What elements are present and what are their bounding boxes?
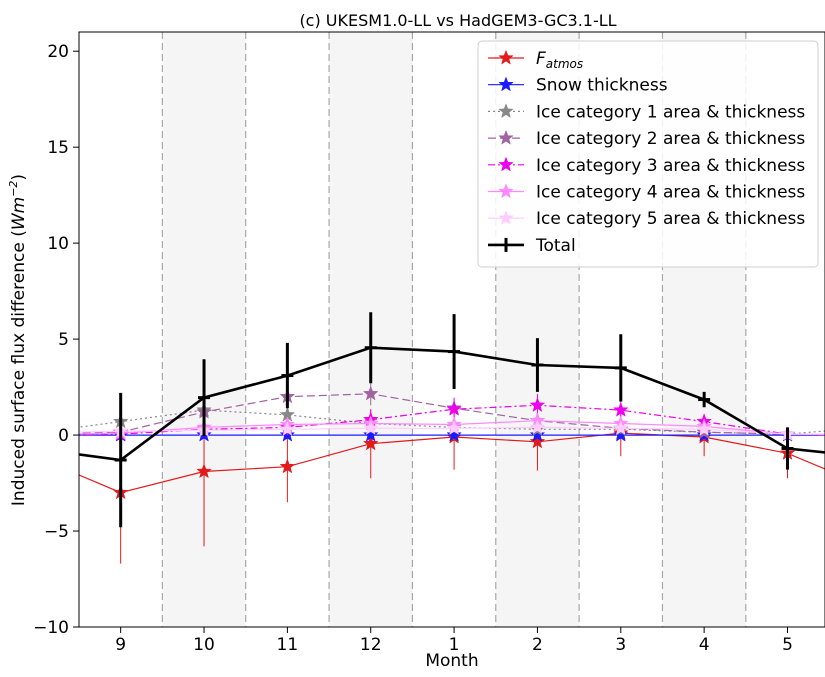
y-axis-label: Induced surface flux difference (Wm−2) xyxy=(7,174,29,506)
legend-label-1: Snow thickness xyxy=(536,76,668,96)
legend-marker-4 xyxy=(498,156,514,172)
x-tick-label: 4 xyxy=(699,635,710,655)
series-layer xyxy=(79,312,825,564)
y-axis: −10 −5 0 5 10 15 20 xyxy=(33,42,79,638)
y-tick-label: 0 xyxy=(58,426,69,446)
y-tick-label: 10 xyxy=(47,234,69,254)
x-axis: 9 10 11 12 1 2 3 4 5 xyxy=(115,627,793,655)
data-point xyxy=(362,420,379,435)
data-point xyxy=(362,385,379,401)
legend-marker-5 xyxy=(498,183,514,199)
legend-box xyxy=(477,40,819,268)
x-axis-label: Month xyxy=(425,651,478,671)
axes-frame xyxy=(78,31,825,628)
data-point xyxy=(529,397,546,412)
y-tick-label: −5 xyxy=(44,522,69,542)
data-point xyxy=(279,421,296,436)
data-point xyxy=(362,426,379,442)
y-tick-label: 20 xyxy=(47,42,69,62)
legend-marker-0 xyxy=(498,49,514,65)
data-point xyxy=(279,458,296,474)
data-point xyxy=(529,426,546,442)
x-tick-label: 9 xyxy=(115,635,126,655)
data-point xyxy=(696,421,712,436)
legend-label-subscript: atmos xyxy=(546,57,583,71)
data-point xyxy=(613,401,629,417)
data-point xyxy=(446,400,462,416)
data-point xyxy=(613,426,629,442)
data-point xyxy=(362,435,379,451)
data-point xyxy=(613,420,629,435)
x-tick-label: 2 xyxy=(532,635,543,655)
legend-label-0: Fatmos xyxy=(536,49,583,71)
y-axis-label-close: ) xyxy=(9,174,29,181)
data-point xyxy=(529,419,546,435)
plot-series-area xyxy=(79,312,825,564)
data-point xyxy=(446,426,462,442)
x-tick-label: 3 xyxy=(615,635,626,655)
y-tick-label: 15 xyxy=(47,138,69,158)
data-point xyxy=(196,463,212,479)
legend-label-5: Ice category 4 area & thickness xyxy=(536,183,805,203)
legend-label-6: Ice category 5 area & thickness xyxy=(536,209,805,229)
y-axis-label-exponent: −2 xyxy=(7,181,20,197)
legend-marker-3 xyxy=(498,129,514,145)
legend-marker-2 xyxy=(498,103,514,119)
y-axis-label-main: Induced surface flux difference ( xyxy=(9,230,29,506)
x-tick-label: 1 xyxy=(449,635,460,655)
y-tick-label: −10 xyxy=(33,618,69,638)
y-axis-label-unit: Wm xyxy=(9,197,29,230)
x-tick-label: 11 xyxy=(277,635,299,655)
legend-label-main: F xyxy=(536,49,546,69)
legend-marker-1 xyxy=(498,76,514,92)
x-tick-label: 10 xyxy=(193,635,215,655)
chart-title: (c) UKESM1.0-LL vs HadGEM3-GC3.1-LL xyxy=(299,11,616,30)
x-tick-label: 12 xyxy=(360,635,382,655)
legend-label-4: Ice category 3 area & thickness xyxy=(536,156,805,176)
data-point xyxy=(446,420,462,435)
y-tick-label: 5 xyxy=(58,330,69,350)
legend-label-7: Total xyxy=(535,236,576,256)
legend: Fatmos Snow thickness Ice category 1 area … xyxy=(477,40,819,268)
data-point xyxy=(529,433,546,449)
legend-label-3: Ice category 2 area & thickness xyxy=(536,129,805,149)
x-tick-label: 5 xyxy=(782,635,793,655)
legend-marker-6 xyxy=(498,209,514,225)
legend-label-2: Ice category 1 area & thickness xyxy=(536,102,805,122)
series-7 xyxy=(79,312,825,528)
